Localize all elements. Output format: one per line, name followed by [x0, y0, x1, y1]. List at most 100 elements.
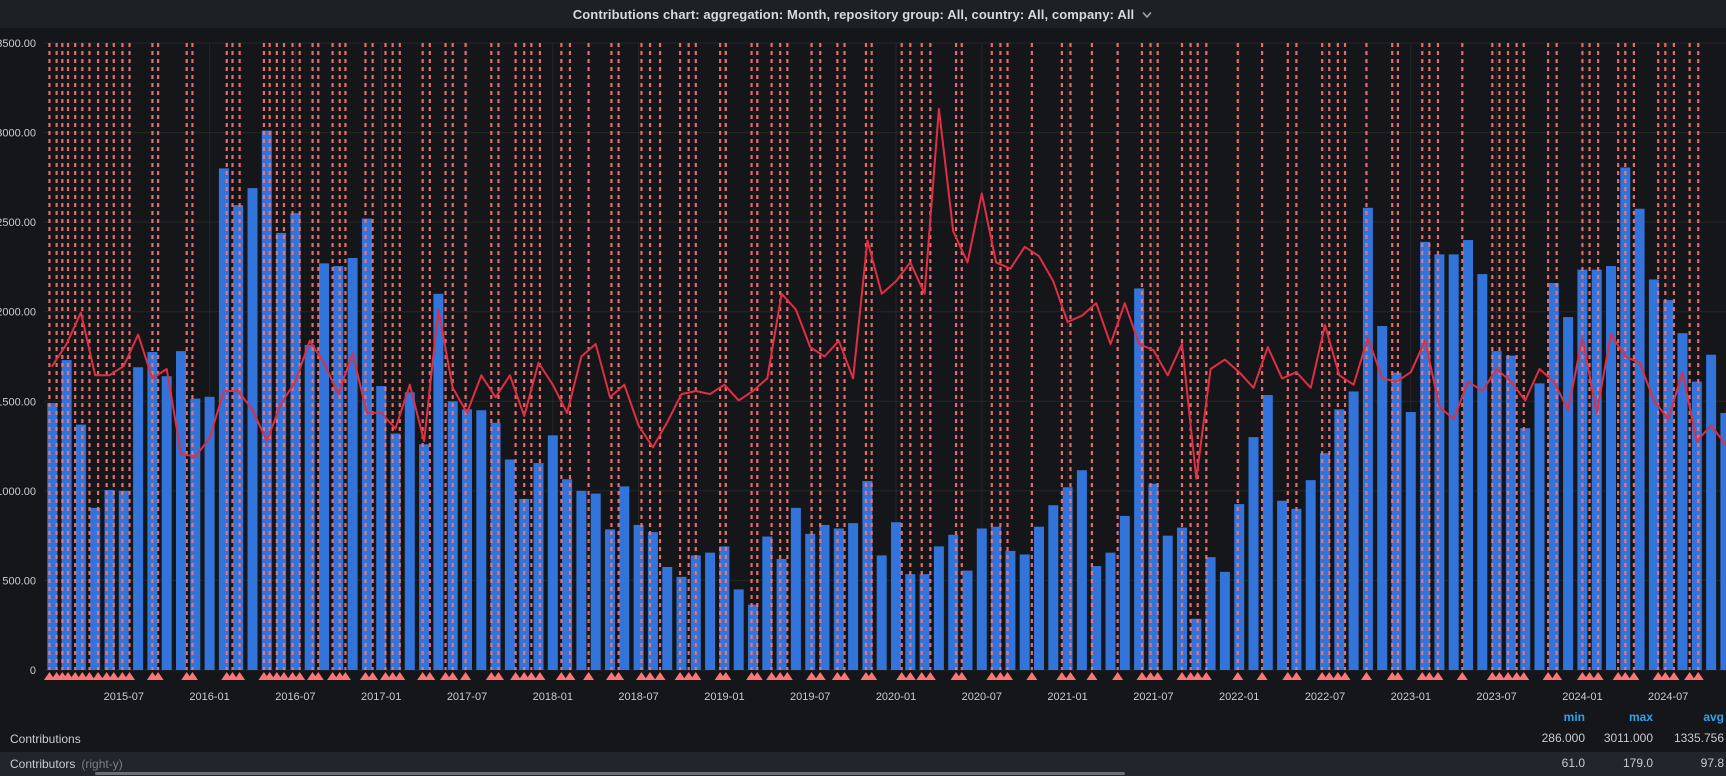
annotation-marker-icon[interactable] — [1668, 672, 1680, 680]
contributions-bar[interactable] — [147, 352, 158, 670]
annotation-marker-icon[interactable] — [312, 672, 324, 680]
annotation-marker-icon[interactable] — [994, 672, 1006, 680]
annotation-marker-icon[interactable] — [1232, 672, 1244, 680]
annotation-marker-icon[interactable] — [518, 672, 530, 680]
stat-column-avg[interactable]: avg — [1703, 710, 1724, 724]
contributions-bar[interactable] — [276, 232, 287, 671]
annotation-marker-icon[interactable] — [781, 672, 793, 680]
contributions-bar[interactable] — [390, 433, 401, 670]
annotation-marker-icon[interactable] — [690, 672, 702, 680]
annotation-marker-icon[interactable] — [1619, 672, 1631, 680]
annotation-marker-icon[interactable] — [674, 672, 686, 680]
annotation-marker-icon[interactable] — [264, 672, 276, 680]
contributions-bar[interactable] — [61, 360, 72, 670]
annotation-marker-icon[interactable] — [1493, 672, 1505, 680]
contributions-bar[interactable] — [447, 401, 458, 670]
annotation-marker-icon[interactable] — [116, 672, 128, 680]
annotation-marker-icon[interactable] — [814, 672, 826, 680]
contributions-bar[interactable] — [576, 490, 587, 670]
annotation-marker-icon[interactable] — [1518, 672, 1530, 680]
annotation-marker-icon[interactable] — [43, 672, 55, 680]
contributions-bar[interactable] — [1091, 566, 1102, 670]
contributions-bar[interactable] — [1019, 554, 1030, 670]
annotation-marker-icon[interactable] — [1185, 672, 1197, 680]
contributions-bar[interactable] — [218, 168, 229, 670]
contributions-bar[interactable] — [1377, 326, 1388, 670]
contributions-bar[interactable] — [1477, 274, 1488, 670]
contributions-bar[interactable] — [490, 422, 501, 670]
annotation-marker-icon[interactable] — [1576, 672, 1588, 680]
contributions-bar[interactable] — [948, 534, 959, 670]
contributions-bar[interactable] — [1606, 266, 1616, 670]
contributions-bar[interactable] — [762, 536, 773, 670]
annotation-marker-icon[interactable] — [379, 672, 391, 680]
chart-area[interactable]: 3500.00 3000.00 2500.00 2000.00 1500.00 1000.… — [0, 28, 1726, 705]
contributions-bar[interactable] — [862, 481, 873, 670]
contributions-bar[interactable] — [676, 576, 687, 670]
annotation-marker-icon[interactable] — [76, 672, 88, 680]
annotation-marker-icon[interactable] — [367, 672, 379, 680]
contributions-bar[interactable] — [1663, 300, 1674, 670]
annotation-marker-icon[interactable] — [1392, 672, 1404, 680]
annotation-marker-icon[interactable] — [510, 672, 522, 680]
contributions-bar[interactable] — [876, 555, 887, 670]
annotation-marker-icon[interactable] — [447, 672, 459, 680]
annotation-marker-icon[interactable] — [564, 672, 576, 680]
contributions-bar[interactable] — [1434, 254, 1445, 671]
annotation-marker-icon[interactable] — [635, 672, 647, 680]
annotation-marker-icon[interactable] — [806, 672, 818, 680]
contributions-bar[interactable] — [1205, 557, 1216, 670]
annotation-marker-icon[interactable] — [1416, 672, 1428, 680]
annotation-marker-icon[interactable] — [287, 672, 299, 680]
annotation-marker-icon[interactable] — [1502, 672, 1514, 680]
contributions-bar[interactable] — [304, 344, 315, 670]
annotation-marker-icon[interactable] — [904, 672, 916, 680]
contributions-bar[interactable] — [462, 409, 472, 670]
annotation-marker-icon[interactable] — [69, 672, 81, 680]
contributions-bar[interactable] — [419, 444, 430, 670]
contributions-bar[interactable] — [1620, 167, 1631, 671]
contributions-bar[interactable] — [1405, 412, 1416, 670]
contributions-bar[interactable] — [1677, 333, 1688, 670]
contributions-bar[interactable] — [1134, 288, 1145, 670]
contributions-bar[interactable] — [933, 546, 944, 670]
contributions-bar[interactable] — [1391, 372, 1402, 670]
annotation-marker-icon[interactable] — [644, 672, 656, 680]
contributions-bar[interactable] — [805, 533, 816, 670]
annotation-marker-icon[interactable] — [359, 672, 371, 680]
contributions-bar[interactable] — [404, 392, 415, 670]
contributions-bar[interactable] — [118, 490, 129, 670]
contributions-bar[interactable] — [233, 205, 244, 671]
stat-column-min[interactable]: min — [1563, 710, 1585, 724]
annotation-marker-icon[interactable] — [1290, 672, 1302, 680]
annotation-marker-icon[interactable] — [226, 672, 238, 680]
contributions-bar[interactable] — [1591, 269, 1602, 670]
contributions-bar[interactable] — [1062, 487, 1073, 670]
annotation-marker-icon[interactable] — [186, 672, 198, 680]
annotation-marker-icon[interactable] — [1432, 672, 1444, 680]
annotation-marker-icon[interactable] — [1652, 672, 1664, 680]
contributions-bar[interactable] — [1305, 480, 1316, 670]
contributions-bar[interactable] — [1277, 500, 1288, 670]
contributions-bar[interactable] — [991, 526, 1002, 670]
contributions-bar[interactable] — [962, 570, 973, 670]
annotation-marker-icon[interactable] — [108, 672, 120, 680]
annotation-marker-icon[interactable] — [831, 672, 843, 680]
annotation-marker-icon[interactable] — [62, 672, 74, 680]
contributions-bar[interactable] — [1234, 504, 1245, 670]
contributions-bar[interactable] — [504, 459, 515, 670]
contributions-bar[interactable] — [75, 424, 86, 670]
contributions-bar[interactable] — [1119, 515, 1130, 670]
contributions-bar[interactable] — [261, 130, 272, 671]
contributions-bar[interactable] — [590, 493, 601, 670]
annotation-marker-icon[interactable] — [896, 672, 908, 680]
annotation-marker-icon[interactable] — [605, 672, 617, 680]
contributions-bar[interactable] — [1534, 383, 1545, 670]
annotation-marker-icon[interactable] — [720, 672, 732, 680]
contributions-bar[interactable] — [1548, 283, 1559, 670]
contributions-bar[interactable] — [1648, 279, 1659, 670]
annotation-marker-icon[interactable] — [1592, 672, 1604, 680]
annotation-marker-icon[interactable] — [924, 672, 936, 680]
contributions-bar[interactable] — [705, 552, 716, 670]
contributions-bar[interactable] — [1491, 351, 1502, 670]
